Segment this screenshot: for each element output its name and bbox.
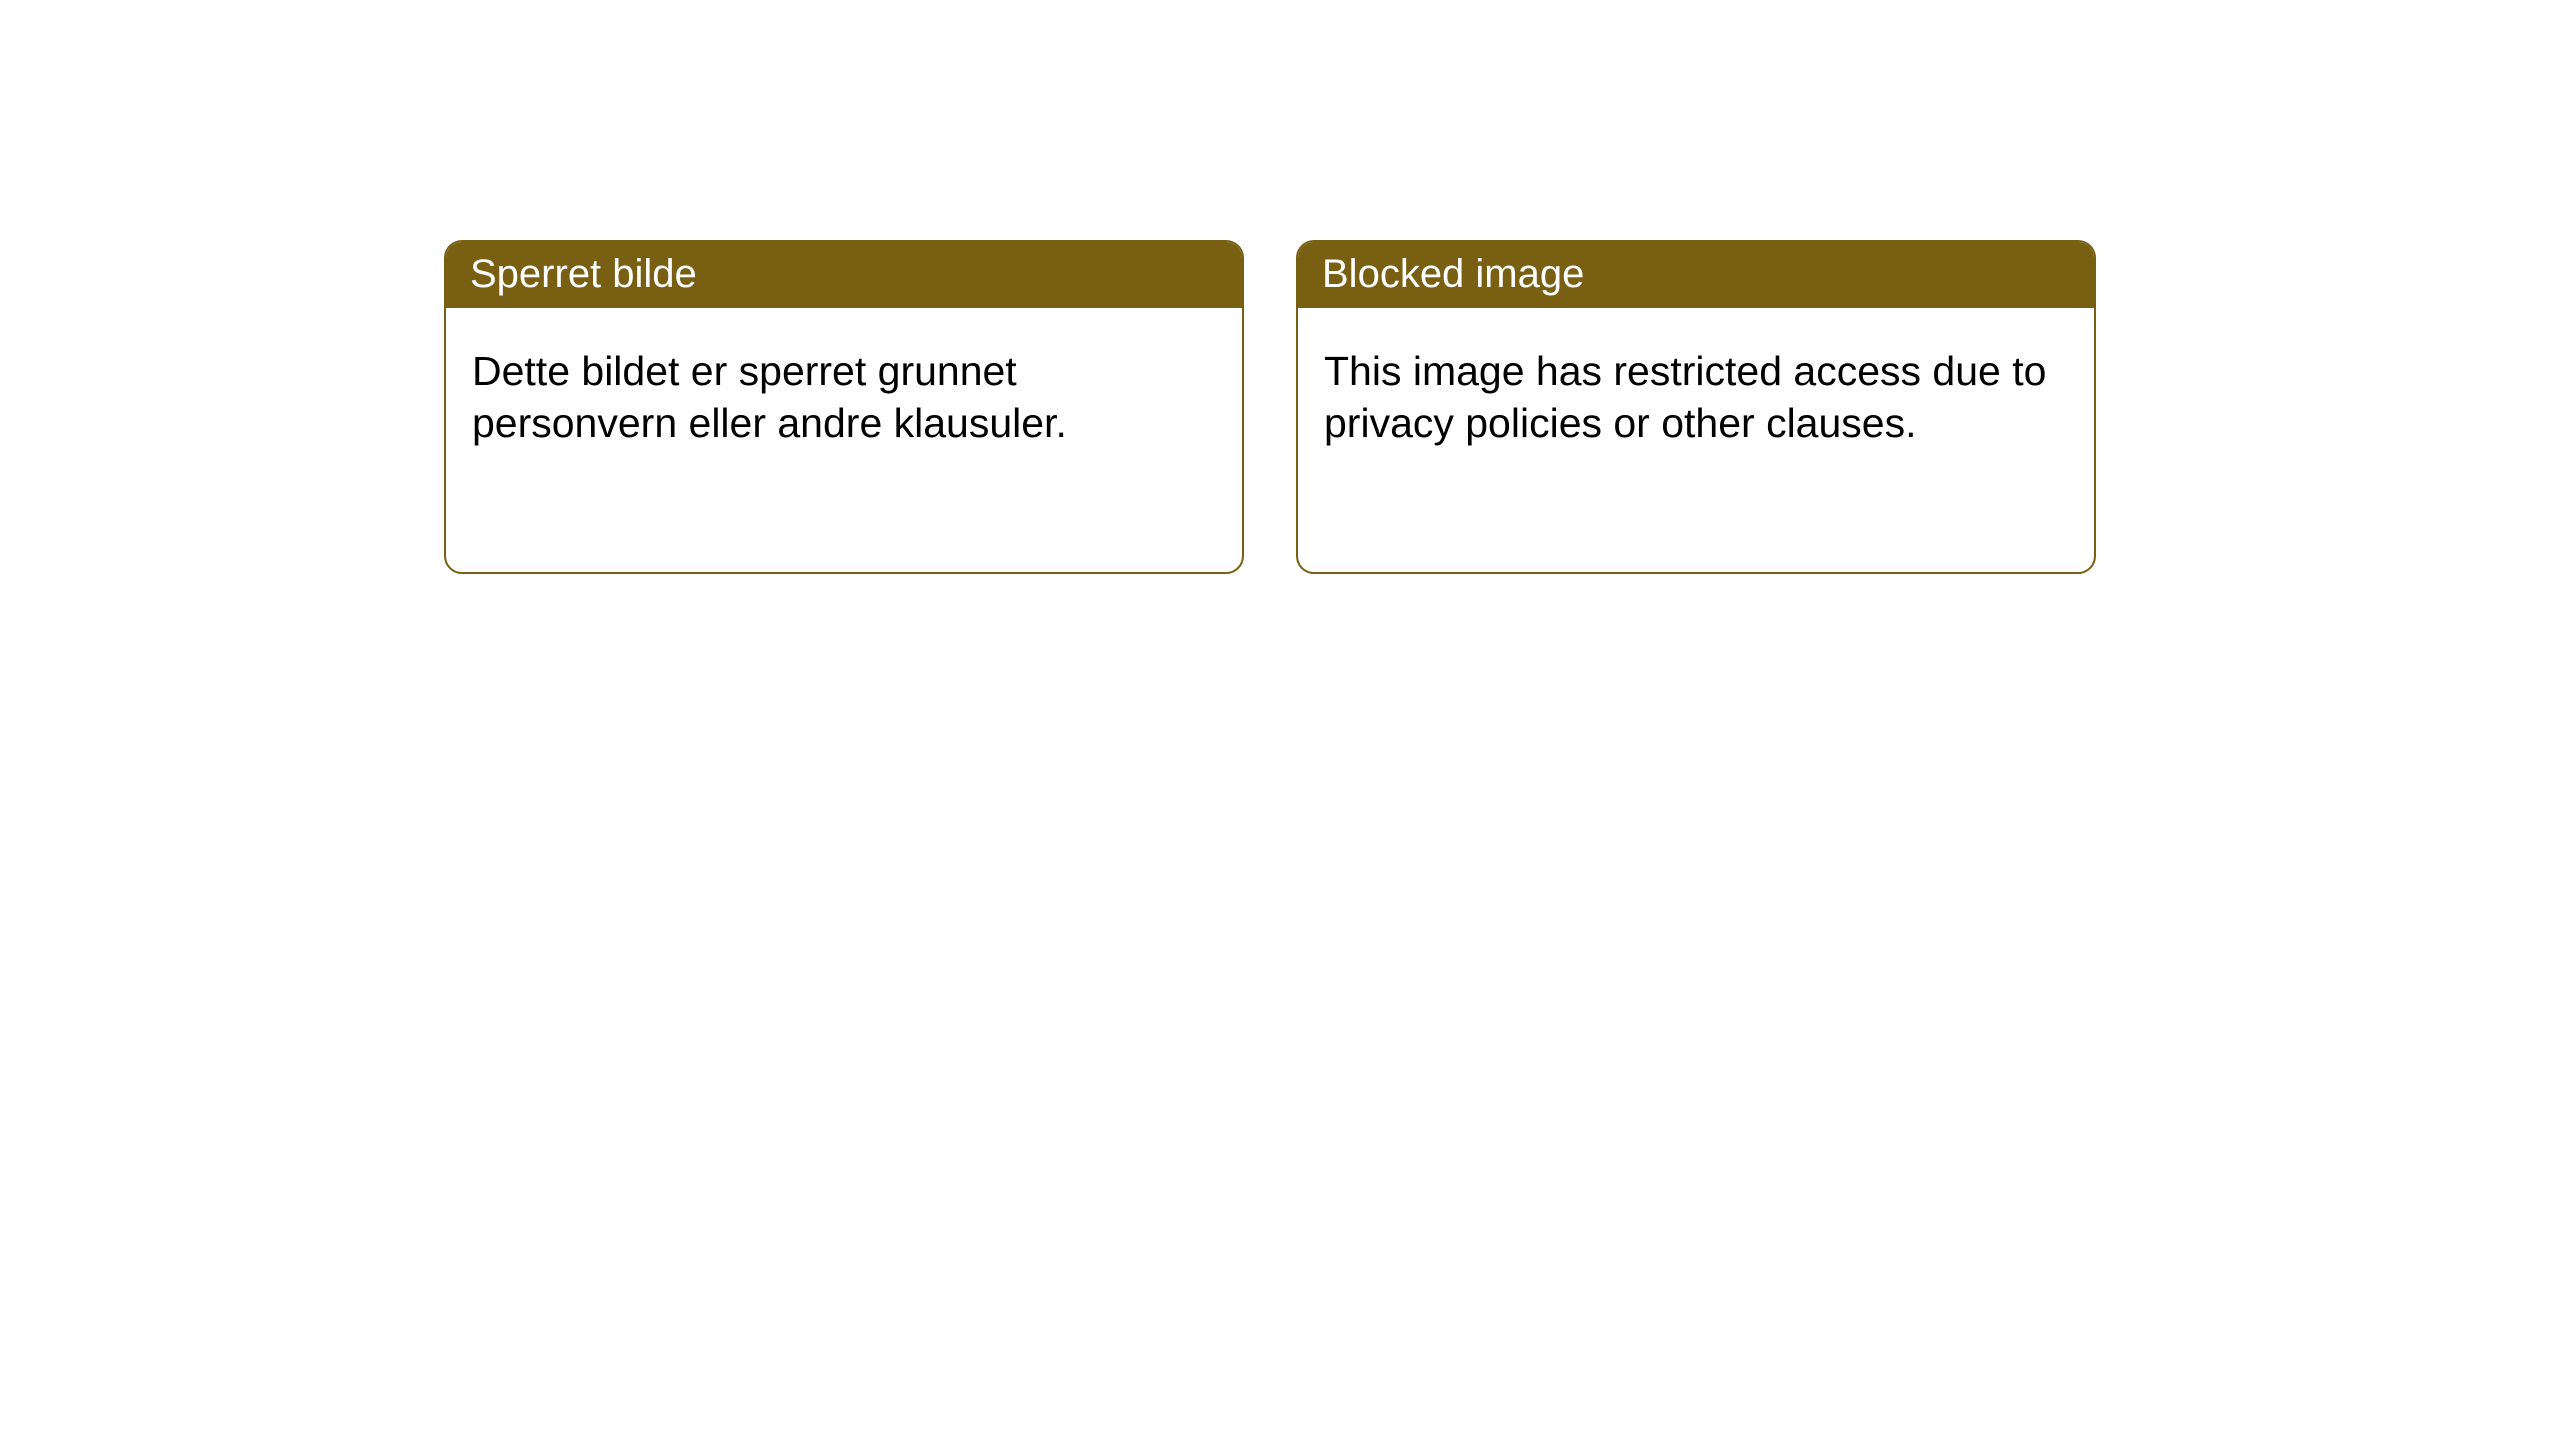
card-title: Blocked image bbox=[1322, 252, 1584, 296]
blocked-image-card-en: Blocked image This image has restricted … bbox=[1296, 240, 2096, 574]
card-header: Blocked image bbox=[1298, 242, 2094, 308]
card-body: This image has restricted access due to … bbox=[1298, 308, 2094, 487]
card-header: Sperret bilde bbox=[446, 242, 1242, 308]
card-title: Sperret bilde bbox=[470, 252, 697, 296]
card-body-text: This image has restricted access due to … bbox=[1324, 348, 2046, 446]
blocked-image-card-no: Sperret bilde Dette bildet er sperret gr… bbox=[444, 240, 1244, 574]
card-body: Dette bildet er sperret grunnet personve… bbox=[446, 308, 1242, 487]
cards-container: Sperret bilde Dette bildet er sperret gr… bbox=[0, 0, 2560, 574]
card-body-text: Dette bildet er sperret grunnet personve… bbox=[472, 348, 1067, 446]
